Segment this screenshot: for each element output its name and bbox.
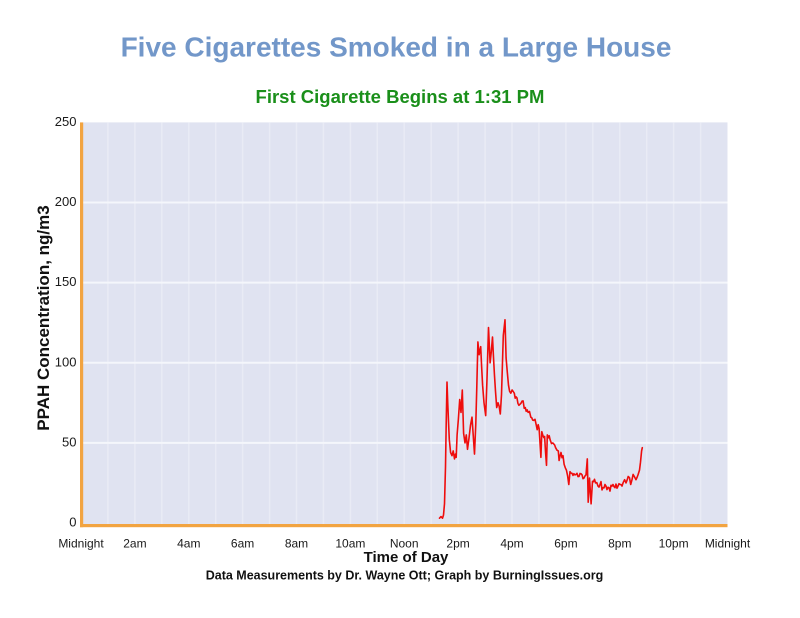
svg-text:6am: 6am bbox=[231, 537, 254, 551]
svg-text:10pm: 10pm bbox=[659, 537, 689, 551]
svg-text:200: 200 bbox=[55, 194, 77, 209]
svg-text:Midnight: Midnight bbox=[705, 537, 751, 551]
svg-text:PPAH Concentration, ng/m3: PPAH Concentration, ng/m3 bbox=[34, 205, 53, 430]
svg-text:8am: 8am bbox=[285, 537, 308, 551]
svg-text:Time of Day: Time of Day bbox=[364, 549, 449, 566]
svg-text:10am: 10am bbox=[335, 537, 365, 551]
svg-text:4am: 4am bbox=[177, 537, 200, 551]
svg-text:6pm: 6pm bbox=[554, 537, 577, 551]
svg-text:First Cigarette Begins at 1:31: First Cigarette Begins at 1:31 PM bbox=[256, 86, 545, 107]
svg-text:Five Cigarettes Smoked in a La: Five Cigarettes Smoked in a Large House bbox=[121, 32, 672, 63]
svg-text:2am: 2am bbox=[123, 537, 146, 551]
svg-text:50: 50 bbox=[62, 435, 76, 450]
svg-text:2pm: 2pm bbox=[446, 537, 469, 551]
svg-text:250: 250 bbox=[55, 114, 77, 129]
svg-text:Data Measurements by Dr. Wayne: Data Measurements by Dr. Wayne Ott; Grap… bbox=[206, 569, 604, 583]
svg-text:Midnight: Midnight bbox=[58, 537, 104, 551]
svg-text:4pm: 4pm bbox=[500, 537, 523, 551]
svg-text:8pm: 8pm bbox=[608, 537, 631, 551]
svg-text:0: 0 bbox=[69, 515, 76, 530]
svg-text:150: 150 bbox=[55, 274, 77, 289]
svg-text:Noon: Noon bbox=[390, 537, 419, 551]
svg-text:100: 100 bbox=[55, 354, 77, 369]
